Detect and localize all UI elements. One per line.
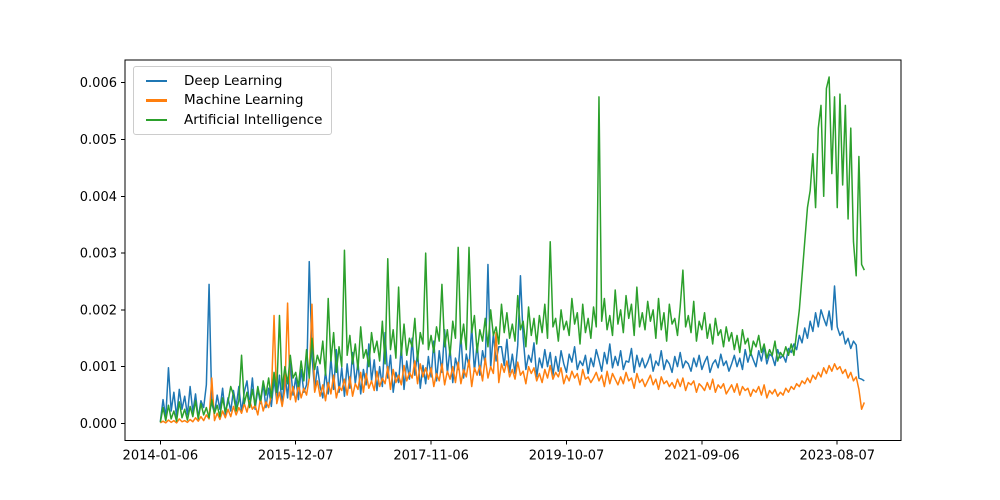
y-tick-label: 0.005 bbox=[80, 133, 117, 148]
y-tick-label: 0.003 bbox=[80, 247, 117, 262]
legend-line-swatch-artificial-intelligence bbox=[146, 118, 167, 122]
y-tick-label: 0.001 bbox=[80, 360, 117, 375]
x-tick-label: 2015-12-07 bbox=[258, 449, 334, 464]
legend-line-swatch-machine-learning bbox=[146, 99, 167, 102]
y-tick-label: 0.006 bbox=[80, 76, 117, 91]
y-tick-label: 0.004 bbox=[80, 190, 117, 205]
y-tick-label: 0.002 bbox=[80, 303, 117, 318]
legend-line-swatch-deep-learning bbox=[146, 79, 167, 83]
x-tick-label: 2014-01-06 bbox=[123, 449, 199, 464]
legend-item-artificial-intelligence: Artificial Intelligence bbox=[146, 110, 322, 130]
legend-item-machine-learning: Machine Learning bbox=[146, 91, 322, 111]
legend-label-deep-learning: Deep Learning bbox=[184, 72, 283, 89]
legend-label-machine-learning: Machine Learning bbox=[184, 92, 304, 109]
x-tick-label: 2019-10-07 bbox=[529, 449, 605, 464]
series-line-machine-learning bbox=[159, 302, 866, 424]
series-line-deep-learning bbox=[159, 260, 865, 422]
x-tick-label: 2023-08-07 bbox=[799, 449, 875, 464]
y-tick-label: 0.000 bbox=[80, 417, 117, 432]
x-tick-label: 2017-11-06 bbox=[393, 449, 469, 464]
series-line-artificial-intelligence bbox=[159, 76, 865, 423]
legend-item-deep-learning: Deep Learning bbox=[146, 71, 322, 91]
legend-label-artificial-intelligence: Artificial Intelligence bbox=[184, 111, 323, 128]
legend-box: Deep Learning Machine Learning Artificia… bbox=[133, 66, 333, 135]
plot-frame bbox=[124, 59, 902, 441]
x-tick-label: 2021-09-06 bbox=[664, 449, 740, 464]
